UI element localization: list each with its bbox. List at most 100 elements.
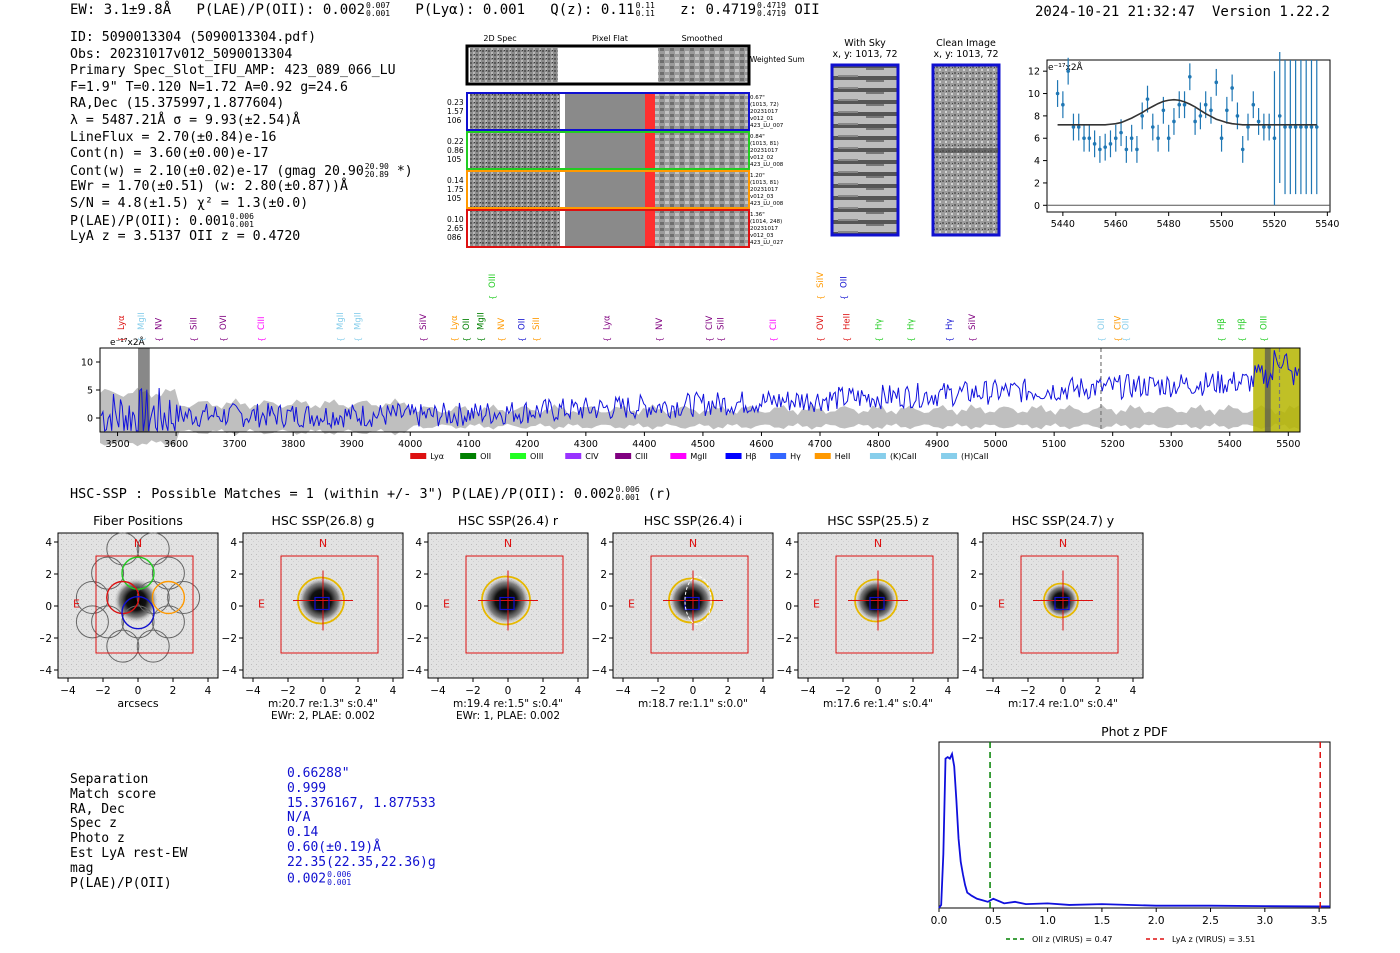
plae-hi: 0.007 (366, 1, 391, 10)
zoom-data-point (1061, 102, 1065, 107)
hsc-panel-title: HSC SSP(26.8) g (272, 513, 375, 528)
fiber-box (314, 596, 330, 611)
spectrum-xtick-label: 5300 (1159, 439, 1183, 450)
hsc-xtick-label: 4 (760, 685, 767, 697)
match-value-text: 0.14 (287, 825, 319, 841)
spectrum-xtick-label: 5100 (1042, 439, 1066, 450)
spectrum-xtick-label: 4200 (515, 439, 539, 450)
hsc-xtick-label: −4 (60, 685, 76, 697)
line-marker-label: MgII (137, 312, 147, 330)
east-marker: E (813, 598, 820, 611)
contw-hi: 20.90 (364, 161, 389, 171)
hsc-ytick-label: 4 (230, 537, 237, 549)
line-marker-label: OII (517, 318, 527, 330)
legend-label: CIV (585, 452, 599, 461)
legend-oii-label: OII z (VIRUS) = 0.47 (1032, 935, 1112, 944)
hsc-imaging-panels: Fiber Positions N E −4 −2 0 2 4 4 2 0 −2 −4 arcsecs HS… (40, 513, 1144, 722)
legend-swatch (869, 453, 886, 459)
hsc-xtick-label: 4 (1130, 685, 1137, 697)
hsc-xtick-label: −2 (95, 685, 110, 697)
hsc-ytick-label: −2 (962, 633, 977, 645)
line-marker-group: {SiIV (968, 314, 978, 342)
fiber-value: 0.86 (447, 146, 464, 155)
line-marker-brace: { (532, 337, 541, 342)
fiber-ifu: 423_LU_008 (750, 162, 784, 168)
hsc-ytick-label: −4 (40, 665, 52, 677)
zoom-data-point (1145, 97, 1150, 101)
hsc-ytick-label: 4 (45, 537, 52, 549)
line-marker-brace: { (945, 337, 954, 342)
line-marker-label: HeII (842, 313, 852, 330)
zoom-data-point (1066, 69, 1070, 73)
spectrum-ytick-label: 0 (87, 414, 93, 425)
match-value: 15.376167, 1.877533 (287, 796, 436, 812)
hsc-caption-line2: EWr: 1, PLAE: 0.002 (456, 710, 560, 722)
fiber-circle (136, 581, 170, 614)
weighted-sum-label: Weighted Sum (750, 55, 805, 64)
match-value-text: 0.999 (287, 780, 327, 796)
line-marker-group: {Lyα (117, 315, 127, 342)
line-marker-brace: { (1237, 337, 1246, 342)
line-marker-brace: { (462, 337, 471, 342)
hsc-ytick-label: 2 (785, 569, 792, 581)
legend-label: HeII (835, 452, 851, 461)
search-box (465, 555, 564, 654)
hsc-ytick-label: −2 (40, 633, 52, 645)
fiber-circle (151, 556, 185, 590)
line-marker-group: {MgII (354, 312, 364, 342)
zoom-data-point (1082, 136, 1086, 141)
line-marker-group: {Hγ (907, 319, 917, 342)
zoom-data-point (1113, 136, 1118, 141)
legend-swatch (770, 453, 787, 459)
info-contn: Cont(n) = 3.60(±0.00)e-17 (70, 146, 269, 162)
masked-region (138, 348, 150, 432)
hsc-ytick-label: −2 (222, 633, 237, 645)
line-marker-group: { MgII (137, 312, 147, 342)
legend-swatch (410, 453, 427, 459)
line-marker-group: {OII (1122, 318, 1132, 342)
zoom-data-point (1177, 102, 1182, 107)
zoom-data-point (1251, 102, 1256, 107)
match-value-text: 0.66288" (287, 766, 350, 781)
north-marker: N (319, 537, 327, 550)
hsc-xtick-label: −4 (985, 685, 1001, 697)
zoom-xtick-label: 5480 (1157, 219, 1181, 230)
legend-label: (H)CaII (961, 452, 988, 461)
with-sky-xy: x, y: 1013, 72 (832, 49, 897, 60)
info-contw-line: Cont(w) = 2.10(±0.02)e-17 (gmag 20.90 20.… (70, 161, 413, 180)
match-values: 0.66288" 0.999 15.376167, 1.877533 N/A 0.14 0… (287, 766, 436, 886)
cutout-2d-spec (470, 172, 560, 207)
fiber-date: 20231017 (750, 187, 778, 193)
info-plae-hi: 0.006 (229, 211, 254, 221)
hsc-caption-line1: m:20.7 re:1.3" s:0.4" (268, 698, 378, 710)
hsc-ytick-label: −4 (777, 665, 793, 677)
zoom-model-fit-line (1057, 98, 1317, 126)
fiber-box (869, 596, 885, 611)
hsc-xtick-label: 4 (945, 685, 952, 697)
legend-swatch (565, 453, 582, 459)
z-line: OII (794, 2, 820, 18)
line-marker-brace: { (137, 337, 146, 342)
line-marker-label: OIII (488, 274, 498, 288)
fiber-value: 1.57 (447, 107, 464, 116)
legend-label: Hβ (746, 452, 757, 461)
fiber-date: 20231017 (750, 148, 778, 154)
hsc-ytick-label: −2 (592, 633, 607, 645)
legend-label: OII (480, 452, 491, 461)
line-marker-group: {OII (462, 318, 472, 342)
line-marker-group: {Hγ (875, 319, 885, 342)
line-marker-label: CIII (257, 317, 267, 330)
zoom-data-point (1119, 130, 1123, 135)
line-marker-label: OII (839, 276, 849, 288)
match-label: mag (70, 860, 94, 876)
highlighted-fiber (121, 595, 155, 630)
hsc-ytick-label: 0 (45, 601, 52, 613)
photz-xtick-label: 2.5 (1202, 915, 1219, 927)
line-marker-brace: { (419, 337, 428, 342)
line-marker-brace: { (716, 337, 725, 342)
legend-swatch (460, 453, 477, 459)
fiber-number: 105 (447, 194, 462, 203)
hsc-xtick-label: −4 (245, 685, 261, 697)
